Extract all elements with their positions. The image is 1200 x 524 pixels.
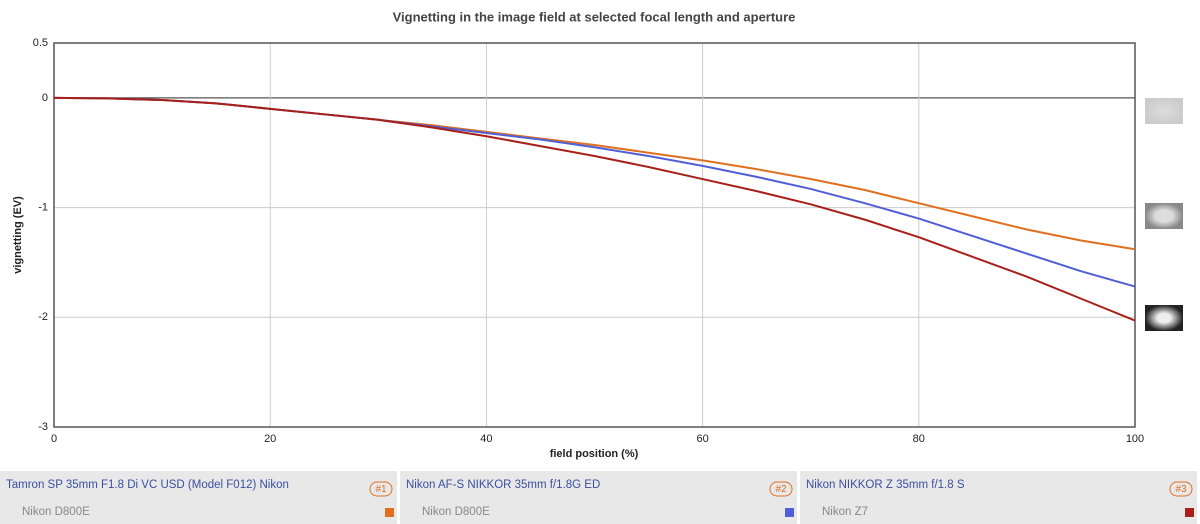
x-tick-label: 20: [264, 433, 276, 445]
x-tick-label: 100: [1126, 433, 1144, 445]
y-tick-label: 0: [42, 92, 48, 104]
legend-camera: Nikon D800E: [422, 506, 490, 518]
series-line: [53, 96, 1136, 251]
thumbnail: [1145, 203, 1183, 229]
legend-swatch: [1185, 508, 1194, 517]
legend-panel: [400, 471, 797, 524]
y-tick-label: -3: [38, 421, 48, 433]
x-axis-label: field position (%): [550, 448, 639, 460]
legend-badge: #2: [775, 484, 787, 495]
x-tick-label: 0: [51, 433, 57, 445]
legend-swatch: [385, 508, 394, 517]
legend-name: Nikon NIKKOR Z 35mm f/1.8 S: [806, 479, 965, 491]
y-tick-label: -1: [38, 201, 48, 213]
x-tick-label: 80: [913, 433, 925, 445]
x-tick-label: 40: [480, 433, 492, 445]
legend-badge-frame: [1169, 481, 1193, 497]
legend-name: Tamron SP 35mm F1.8 Di VC USD (Model F01…: [6, 479, 289, 491]
chart-title: Vignetting in the image field at selecte…: [393, 9, 796, 24]
legend-panel: [800, 471, 1197, 524]
y-tick-label: 0.5: [33, 37, 48, 49]
legend-badge-frame: [769, 481, 793, 497]
series-line: [53, 96, 1136, 322]
legend-badge: #3: [1175, 484, 1187, 495]
legend-badge: #1: [375, 484, 387, 495]
legend-badge-frame: [369, 481, 393, 497]
legend-name: Nikon AF-S NIKKOR 35mm f/1.8G ED: [406, 479, 600, 491]
series-line: [53, 96, 1136, 288]
thumbnail: [1145, 305, 1183, 331]
plot-frame: [53, 42, 1136, 428]
legend-swatch: [785, 508, 794, 517]
x-tick-label: 60: [696, 433, 708, 445]
legend-panel: [0, 471, 397, 524]
legend-camera: Nikon D800E: [22, 506, 90, 518]
thumbnail: [1145, 98, 1183, 124]
y-axis-label: vignetting (EV): [12, 196, 24, 274]
y-tick-label: -2: [38, 311, 48, 323]
legend-camera: Nikon Z7: [822, 506, 868, 518]
